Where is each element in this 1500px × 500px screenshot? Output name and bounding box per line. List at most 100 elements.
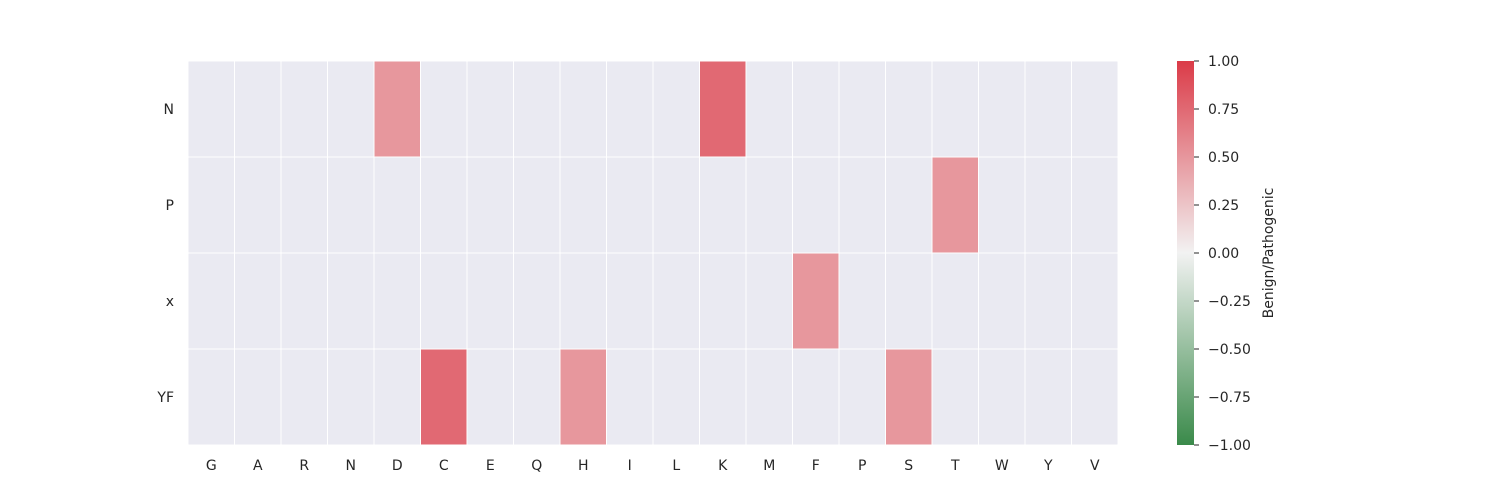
- heatmap-cell-N-W: [978, 60, 1026, 158]
- heatmap-cell-x-D: [373, 252, 421, 350]
- heatmap-cell-P-E: [466, 156, 514, 254]
- x-tick-label: R: [299, 458, 309, 474]
- heatmap-cell-YF-H: [559, 348, 607, 446]
- x-tick-label: F: [812, 458, 820, 474]
- heatmap-cell-x-I: [606, 252, 654, 350]
- heatmap-cell-N-D: [373, 60, 421, 158]
- x-tick-label: D: [392, 458, 403, 474]
- heatmap-cell-YF-P: [838, 348, 886, 446]
- colorbar-gradient: [1177, 61, 1194, 445]
- x-tick-label: W: [995, 458, 1009, 474]
- heatmap-cell-P-Q: [513, 156, 561, 254]
- heatmap-cell-N-A: [234, 60, 282, 158]
- heatmap-cell-N-E: [466, 60, 514, 158]
- heatmap-cell-YF-S: [885, 348, 933, 446]
- heatmap-cell-P-P: [838, 156, 886, 254]
- heatmap-cell-YF-I: [606, 348, 654, 446]
- x-tick-label: A: [253, 458, 263, 474]
- heatmap-cell-x-S: [885, 252, 933, 350]
- heatmap-cell-YF-C: [420, 348, 468, 446]
- heatmap-cell-N-G: [187, 60, 235, 158]
- colorbar-tick-label: −1.00: [1208, 438, 1251, 454]
- heatmap-cell-N-M: [745, 60, 793, 158]
- heatmap-cell-N-Q: [513, 60, 561, 158]
- colorbar-tick-label: 1.00: [1208, 54, 1239, 70]
- x-tick-label: N: [346, 458, 356, 474]
- heatmap-cell-YF-A: [234, 348, 282, 446]
- heatmap-cell-x-H: [559, 252, 607, 350]
- heatmap-cell-x-K: [699, 252, 747, 350]
- x-tick-label: S: [904, 458, 913, 474]
- heatmap-cell-YF-D: [373, 348, 421, 446]
- heatmap-cell-YF-G: [187, 348, 235, 446]
- heatmap-cells: [187, 60, 1119, 446]
- heatmap-cell-P-A: [234, 156, 282, 254]
- heatmap-cell-YF-M: [745, 348, 793, 446]
- x-tick-label: G: [206, 458, 217, 474]
- heatmap-cell-P-N: [327, 156, 375, 254]
- heatmap-cell-P-W: [978, 156, 1026, 254]
- heatmap-cell-P-R: [280, 156, 328, 254]
- heatmap-cell-P-D: [373, 156, 421, 254]
- heatmap-cell-P-K: [699, 156, 747, 254]
- heatmap-cell-x-L: [652, 252, 700, 350]
- heatmap-cell-x-R: [280, 252, 328, 350]
- heatmap-cell-YF-T: [931, 348, 979, 446]
- colorbar-tick-label: 0.50: [1208, 150, 1239, 166]
- heatmap-cell-N-V: [1071, 60, 1119, 158]
- heatmap-cell-x-N: [327, 252, 375, 350]
- x-tick-label: V: [1090, 458, 1100, 474]
- heatmap-cell-YF-R: [280, 348, 328, 446]
- heatmap-cell-N-R: [280, 60, 328, 158]
- heatmap-cell-N-Y: [1024, 60, 1072, 158]
- heatmap-cell-x-V: [1071, 252, 1119, 350]
- heatmap-cell-YF-F: [792, 348, 840, 446]
- x-tick-label: K: [718, 458, 728, 474]
- heatmap-cell-N-H: [559, 60, 607, 158]
- heatmap-cell-x-T: [931, 252, 979, 350]
- heatmap-cell-YF-W: [978, 348, 1026, 446]
- heatmap-cell-YF-L: [652, 348, 700, 446]
- heatmap-cell-x-W: [978, 252, 1026, 350]
- colorbar-tick-label: −0.75: [1208, 390, 1251, 406]
- colorbar-tick-label: −0.25: [1208, 294, 1251, 310]
- y-tick-label: x: [166, 294, 174, 310]
- heatmap-cell-P-C: [420, 156, 468, 254]
- heatmap-cell-N-C: [420, 60, 468, 158]
- heatmap-cell-P-L: [652, 156, 700, 254]
- colorbar-tick-label: 0.75: [1208, 102, 1239, 118]
- heatmap-cell-N-K: [699, 60, 747, 158]
- heatmap-cell-x-Q: [513, 252, 561, 350]
- heatmap-cell-P-H: [559, 156, 607, 254]
- colorbar-ticks: 1.00 0.75 0.50 0.25 0.00 −0.25 −0.50 −0.75 −1.00: [1194, 54, 1251, 454]
- x-tick-label: C: [439, 458, 449, 474]
- heatmap-cell-YF-Y: [1024, 348, 1072, 446]
- heatmap-cell-N-I: [606, 60, 654, 158]
- heatmap-cell-N-S: [885, 60, 933, 158]
- colorbar-label: Benign/Pathogenic: [1261, 188, 1277, 319]
- heatmap-cell-YF-E: [466, 348, 514, 446]
- heatmap-cell-x-Y: [1024, 252, 1072, 350]
- y-tick-label: P: [166, 198, 174, 214]
- x-tick-label: I: [628, 458, 632, 474]
- colorbar-tick-label: 0.00: [1208, 246, 1239, 262]
- heatmap-cell-N-L: [652, 60, 700, 158]
- x-tick-label: T: [950, 458, 960, 474]
- x-tick-label: E: [486, 458, 495, 474]
- colorbar-tick-label: −0.50: [1208, 342, 1251, 358]
- heatmap-cell-P-I: [606, 156, 654, 254]
- heatmap-cell-x-F: [792, 252, 840, 350]
- heatmap-cell-N-P: [838, 60, 886, 158]
- heatmap-cell-YF-K: [699, 348, 747, 446]
- y-axis-ticks: N Px YF: [156, 102, 174, 406]
- x-tick-label: Q: [531, 458, 542, 474]
- heatmap-cell-N-T: [931, 60, 979, 158]
- heatmap-cell-YF-Q: [513, 348, 561, 446]
- heatmap-cell-N-N: [327, 60, 375, 158]
- x-tick-label: M: [763, 458, 775, 474]
- heatmap-cell-P-Y: [1024, 156, 1072, 254]
- heatmap-cell-x-C: [420, 252, 468, 350]
- x-tick-label: L: [672, 458, 680, 474]
